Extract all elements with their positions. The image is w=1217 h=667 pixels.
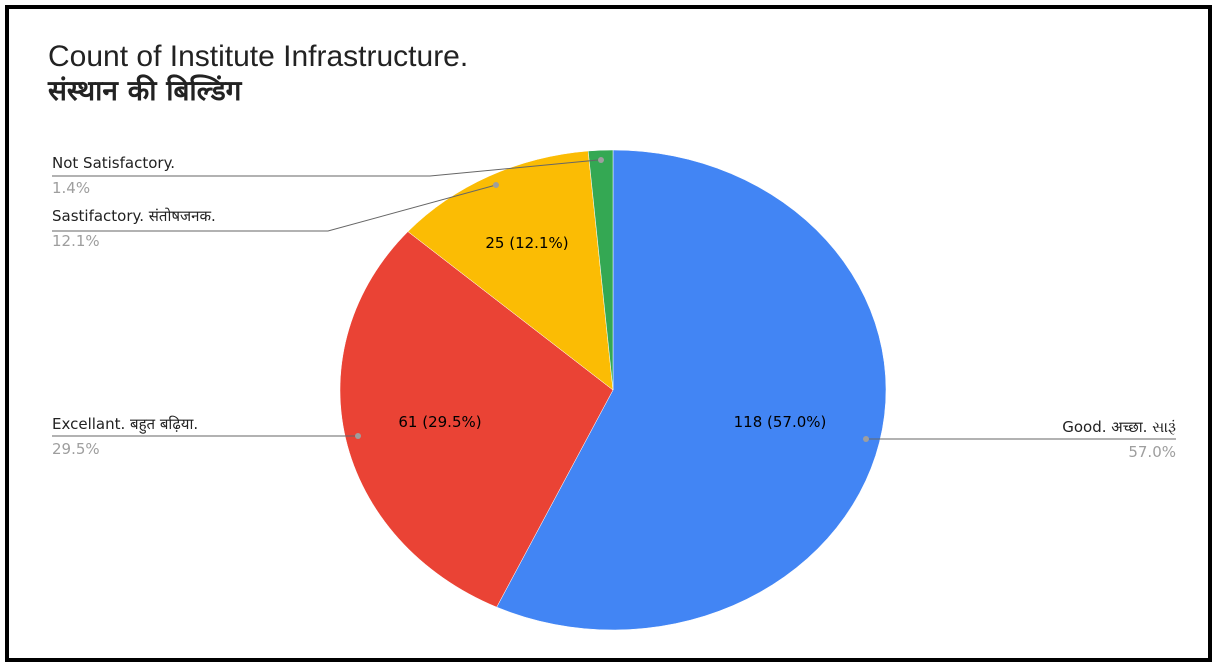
slice-percent: 1.4% bbox=[52, 179, 90, 197]
slice-label: Not Satisfactory. bbox=[52, 154, 175, 172]
leader-line bbox=[52, 159, 599, 177]
slice-percent: 57.0% bbox=[1128, 443, 1176, 461]
chart-subtitle: संस्थान की बिल्डिंग bbox=[48, 74, 242, 107]
leader-dot bbox=[598, 157, 604, 163]
slice-percent: 12.1% bbox=[52, 232, 100, 250]
slice-label: Good. अच्छा. સારૂં bbox=[1062, 418, 1176, 436]
leader-line bbox=[52, 184, 497, 232]
slice-data-label: 61 (29.5%) bbox=[398, 413, 481, 431]
slice-label: Sastifactory. संतोषजनक. bbox=[52, 207, 216, 225]
slice-percent: 29.5% bbox=[52, 440, 100, 458]
pie-slice bbox=[339, 231, 614, 608]
slice-data-label: 25 (12.1%) bbox=[485, 234, 568, 252]
pie-slice bbox=[407, 150, 614, 391]
pie-slice bbox=[587, 149, 614, 391]
leader-dot bbox=[863, 436, 869, 442]
slice-label: Excellant. बहुत बढ़िया. bbox=[52, 415, 198, 434]
slice-data-label: 118 (57.0%) bbox=[734, 413, 827, 431]
leader-dot bbox=[355, 433, 361, 439]
chart-title-block: Count of Institute Infrastructure. संस्थ… bbox=[48, 40, 468, 108]
leader-dot bbox=[493, 182, 499, 188]
chart-title: Count of Institute Infrastructure. bbox=[48, 40, 469, 73]
pie-slice bbox=[496, 149, 887, 631]
